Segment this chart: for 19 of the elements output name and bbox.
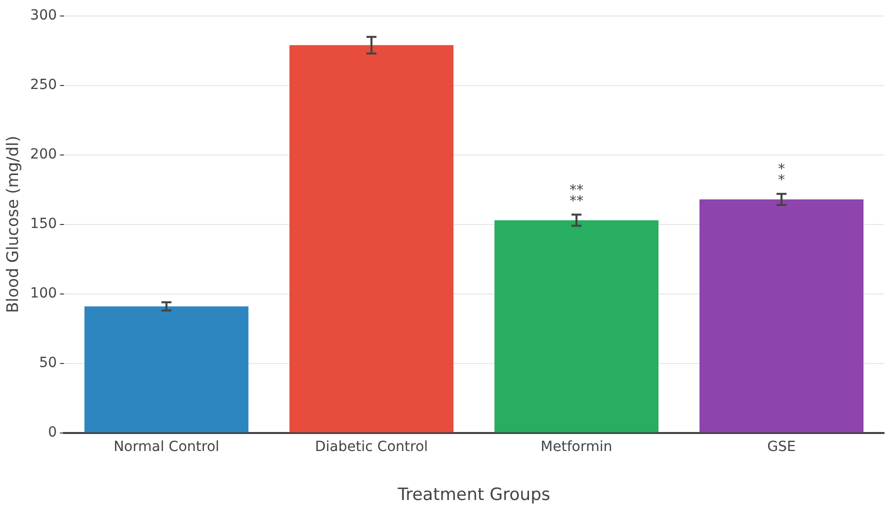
bar — [289, 45, 454, 432]
x-tick-label: Metformin — [540, 438, 612, 455]
x-axis-title: Treatment Groups — [396, 485, 550, 506]
y-tick-label: 200 — [30, 146, 57, 163]
y-axis-title: Blood Glucose (mg/dl) — [2, 136, 22, 314]
y-tick-label: 50 — [39, 354, 57, 371]
y-tick-label: 250 — [30, 77, 57, 94]
y-tick-label: 100 — [30, 286, 57, 302]
y-tick-label: 300 — [30, 8, 57, 24]
x-tick-label: GSE — [767, 438, 796, 455]
data-label: * * — [778, 161, 785, 188]
y-tick-label: 150 — [30, 216, 57, 232]
bar — [494, 220, 658, 432]
data-label: ** ** — [569, 182, 584, 210]
x-tick-label: Normal Control — [114, 438, 220, 455]
bar — [84, 306, 248, 432]
bar — [699, 199, 864, 432]
x-tick-label: Diabetic Control — [315, 438, 428, 455]
y-tick-label: 0 — [48, 424, 57, 440]
